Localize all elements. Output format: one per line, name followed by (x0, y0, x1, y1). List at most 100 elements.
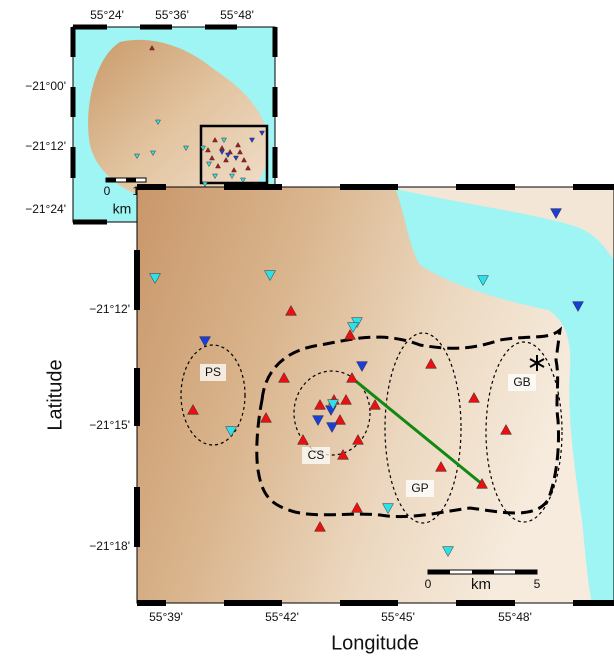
inset-station-red (235, 141, 241, 148)
station-red (500, 423, 512, 435)
inset-station-red (245, 164, 251, 171)
station-cyan (442, 546, 454, 558)
inset-station-blue (249, 137, 255, 144)
station-cyan (225, 426, 237, 438)
station-red (278, 371, 290, 383)
main-scale-label: 0 (425, 577, 432, 591)
asterisk (529, 355, 545, 371)
station-red (435, 460, 447, 472)
station-cyan (382, 503, 394, 515)
inset-scale-unit: km (113, 201, 132, 217)
land (137, 187, 592, 603)
land (395, 187, 614, 260)
station-red (352, 433, 364, 445)
inset-station-blue (233, 155, 239, 162)
inset-scale-bar (105, 177, 147, 183)
x-tick-label: 55°48' (498, 610, 532, 624)
station-cyan (327, 399, 339, 411)
inset-station-cyan (200, 145, 206, 152)
inset-x-tick: 55°48' (220, 8, 254, 22)
x-tick-label: 55°45' (381, 610, 415, 624)
region-label: GP (411, 481, 428, 495)
inset-station-cyan (150, 150, 156, 157)
zoom-box (199, 124, 269, 185)
station-red (314, 398, 326, 410)
station-blue (199, 336, 211, 348)
inset-y-tick: −21°12' (25, 139, 66, 153)
region-label: CS (308, 448, 325, 462)
station-red (334, 413, 346, 425)
region-outlines (180, 332, 563, 524)
region-label: PS (205, 365, 221, 379)
main-scale-label: 5 (534, 577, 541, 591)
station-red (369, 398, 381, 410)
inset-station-cyan (240, 177, 246, 184)
station-cyan (149, 273, 161, 285)
main-border (134, 184, 614, 606)
station-red (187, 403, 199, 415)
inset-station-cyan (212, 173, 218, 180)
inset-station-blue (225, 152, 231, 159)
inset-markers (134, 44, 265, 194)
inset-station-red (223, 156, 229, 163)
y-tick-label: −21°18' (89, 539, 130, 553)
x-axis-label: Longitude (331, 632, 419, 654)
station-blue (326, 422, 338, 434)
inset-station-cyan (155, 119, 161, 126)
inset-x-tick: 55°36' (155, 8, 189, 22)
main-map: PS CS GP GB 0 5 km 55°39' 55°42' 55°45' … (44, 184, 614, 654)
inset-y-tick: −21°24' (25, 202, 66, 216)
y-tick-label: −21°15' (89, 418, 130, 432)
x-tick-label: 55°39' (149, 610, 183, 624)
region-label-boxes (200, 364, 536, 497)
station-red (476, 477, 488, 489)
x-tick-label: 55°42' (265, 610, 299, 624)
inset-station-red (215, 162, 221, 169)
station-cyan (264, 270, 276, 282)
station-red (285, 304, 297, 316)
inset-station-red (205, 146, 211, 153)
y-axis-label: Latitude (44, 359, 66, 430)
inset-station-red (231, 166, 237, 173)
station-red (260, 411, 272, 423)
station-red (337, 448, 349, 460)
inset-station-cyan (202, 181, 208, 188)
inset-station-red (212, 136, 218, 143)
station-red (351, 501, 363, 513)
main-scale-bar (427, 569, 538, 575)
station-red (468, 391, 480, 403)
inset-station-cyan (134, 153, 140, 160)
inset-station-blue (259, 130, 265, 137)
main-scale-unit: km (471, 576, 491, 593)
inset-station-cyan (221, 137, 227, 144)
inset-station-cyan (229, 173, 235, 180)
inset-y-tick: −21°00' (25, 79, 66, 93)
station-red (346, 371, 358, 383)
station-red (340, 393, 352, 405)
station-red (314, 520, 326, 532)
inset-station-blue (219, 149, 225, 156)
station-blue (572, 301, 584, 313)
inset-station-cyan (183, 145, 189, 152)
inset-station-red (209, 154, 215, 161)
inset-station-red (237, 148, 243, 155)
inset-station-cyan (206, 161, 212, 168)
station-blue (312, 415, 324, 427)
station-red (297, 433, 309, 445)
inset-scale-label: 0 (104, 184, 111, 198)
caldera-outline (255, 326, 562, 519)
station-red (344, 328, 356, 340)
station-blue (550, 208, 562, 220)
station-cyan (477, 275, 489, 287)
inset-x-tick: 55°24' (90, 8, 124, 22)
station-red (425, 357, 437, 369)
inset-station-red (241, 156, 247, 163)
region-label: GB (513, 375, 530, 389)
station-cyan (347, 322, 359, 334)
profile-line (351, 376, 483, 486)
inset-map: 55°24' 55°36' 55°48' −21°00' −21°12' −21… (25, 8, 278, 225)
inset-station-red (149, 44, 155, 51)
y-tick-label: −21°12' (89, 302, 130, 316)
main-markers (149, 208, 584, 558)
